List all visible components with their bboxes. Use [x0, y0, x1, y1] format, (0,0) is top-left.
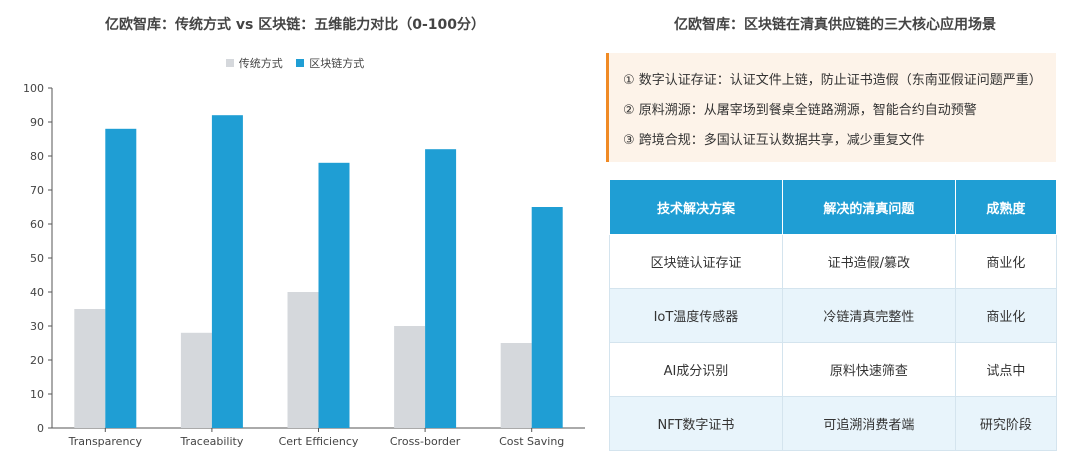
table-row: AI成分识别 原料快速筛查 试点中 — [609, 342, 1058, 397]
bar-traditional — [500, 343, 532, 428]
right-title: 亿欧智库：区块链在清真供应链的三大核心应用场景 — [674, 17, 996, 33]
chart-title: 亿欧智库：传统方式 vs 区块链：五维能力对比（0-100分） — [105, 17, 485, 33]
callout-box: ① 数字认证存证：认证文件上链，防止证书造假（东南亚假证问题严重） ② 原料溯源… — [606, 53, 1056, 162]
y-tick-label: 40 — [30, 286, 44, 299]
y-tick-label: 50 — [30, 252, 44, 265]
x-tick-label: Transparency — [68, 435, 143, 448]
table-cell: 冷链清真完整性 — [781, 288, 956, 343]
table-cell: 区块链认证存证 — [609, 234, 783, 289]
bar-chart: 0 10 20 30 40 50 60 70 80 90 100 Transparency Tracea… — [23, 82, 585, 448]
legend-swatch-traditional — [225, 59, 234, 67]
x-tick-label: Cross-border — [390, 435, 461, 448]
legend-item-blockchain: 区块链方式 — [296, 55, 364, 71]
table-cell: 研究阶段 — [954, 396, 1058, 451]
solutions-table: 技术解决方案 解决的清真问题 成熟度 区块链认证存证 证书造假/篡改 商业化 I… — [609, 179, 1058, 451]
table-cell: 可追溯消费者端 — [781, 396, 956, 451]
y-tick-label: 90 — [30, 116, 44, 129]
y-tick-label: 0 — [37, 422, 44, 435]
legend-swatch-blockchain — [296, 59, 305, 67]
right-panel: 亿欧智库：区块链在清真供应链的三大核心应用场景 ① 数字认证存证：认证文件上链，… — [600, 0, 1070, 454]
x-tick-label: Cert Efficiency — [279, 435, 359, 448]
header-maturity: 成熟度 — [954, 179, 1058, 235]
bar-blockchain — [105, 128, 137, 429]
y-tick-label: 30 — [30, 320, 44, 333]
y-tick-label: 60 — [30, 218, 44, 231]
bar-traditional — [394, 326, 426, 428]
x-tick-label: Cost Saving — [499, 435, 564, 448]
table-row: 区块链认证存证 证书造假/篡改 商业化 — [609, 234, 1058, 289]
table-row: NFT数字证书 可追溯消费者端 研究阶段 — [609, 396, 1058, 451]
callout-line-1: ① 数字认证存证：认证文件上链，防止证书造假（东南亚假证问题严重） — [623, 73, 1042, 88]
legend-label-blockchain: 区块链方式 — [309, 57, 365, 70]
legend-item-traditional: 传统方式 — [225, 55, 283, 71]
bar-traditional — [180, 332, 212, 428]
callout-line-2: ② 原料溯源：从屠宰场到餐桌全链路溯源，智能合约自动预警 — [623, 103, 977, 118]
bar-traditional — [287, 292, 319, 428]
chart-legend: 传统方式 区块链方式 — [0, 55, 590, 71]
legend-label-traditional: 传统方式 — [238, 57, 283, 70]
table-cell: 试点中 — [954, 342, 1058, 397]
y-tick-label: 10 — [30, 388, 44, 401]
y-tick-label: 20 — [30, 354, 44, 367]
x-tick-label: Traceability — [179, 435, 243, 448]
bar-blockchain — [318, 162, 350, 429]
table-cell: NFT数字证书 — [609, 396, 783, 451]
y-tick-label: 80 — [30, 150, 44, 163]
table-cell: 证书造假/篡改 — [781, 234, 956, 289]
bar-blockchain — [531, 207, 563, 428]
chart-panel: 亿欧智库：传统方式 vs 区块链：五维能力对比（0-100分） 传统方式 区块链… — [0, 17, 590, 448]
header-solution: 技术解决方案 — [609, 179, 783, 235]
callout-line-3: ③ 跨境合规：多国认证互认数据共享，减少重复文件 — [623, 133, 925, 148]
bar-blockchain — [425, 149, 457, 428]
y-tick-label: 70 — [30, 184, 44, 197]
table-cell: 商业化 — [954, 288, 1058, 343]
header-problem: 解决的清真问题 — [781, 179, 956, 235]
table-cell: IoT温度传感器 — [609, 288, 783, 343]
table-header-row: 技术解决方案 解决的清真问题 成熟度 — [609, 179, 1058, 235]
bar-traditional — [74, 309, 106, 428]
bar-blockchain — [211, 115, 243, 428]
table-cell: 商业化 — [954, 234, 1058, 289]
y-tick-label: 100 — [23, 82, 44, 95]
table-cell: 原料快速筛查 — [781, 342, 956, 397]
table-row: IoT温度传感器 冷链清真完整性 商业化 — [609, 288, 1058, 343]
table-cell: AI成分识别 — [609, 342, 783, 397]
